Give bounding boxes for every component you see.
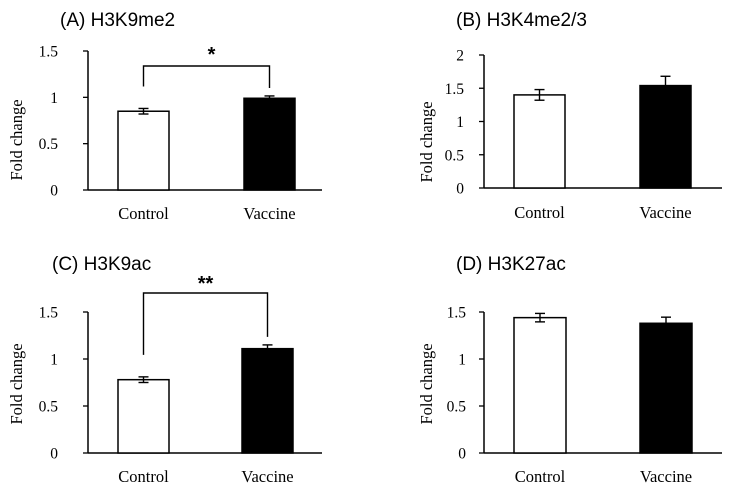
chart-3-ytick-label: 1 [458, 352, 466, 369]
chart-2-category-label: Control [118, 467, 169, 486]
chart-2-significance-bracket [142, 292, 269, 355]
chart-0-ytick-label: 1 [50, 90, 58, 107]
chart-2-ytick-label: 1 [50, 352, 58, 369]
chart-3-bar-control [513, 316, 567, 454]
chart-3-ylabel: Fold change [417, 343, 436, 424]
chart-2-ytick-label: 0 [50, 446, 58, 463]
chart-1-bar-vaccine [639, 84, 692, 189]
chart-1-bar-control [513, 94, 566, 189]
chart-0-title: (A) H3K9me2 [60, 10, 175, 31]
chart-2-title: (C) H3K9ac [52, 254, 151, 275]
chart-3-ytick-label: 0.5 [447, 399, 467, 416]
chart-2-category-label: Vaccine [241, 467, 293, 486]
chart-3-title: (D) H3K27ac [456, 254, 566, 275]
chart-0-ytick-label: 0.5 [39, 136, 59, 153]
chart-1-ytick-label: 0.5 [445, 147, 465, 164]
chart-2-ytick-label: 1.5 [39, 305, 59, 322]
chart-2-bar-vaccine [241, 347, 294, 454]
chart-2-significance-marker: ** [198, 273, 214, 295]
chart-0-ytick-label: 1.5 [39, 44, 59, 61]
chart-0-significance-marker: * [208, 44, 216, 66]
chart-3-ytick-label: 1.5 [447, 305, 467, 322]
chart-1-ytick-label: 1 [456, 114, 464, 131]
chart-0-category-label: Control [118, 204, 169, 223]
chart-2-ytick-label: 0.5 [39, 399, 59, 416]
chart-3-bar-vaccine [639, 322, 693, 454]
chart-0-significance-bracket [142, 65, 271, 88]
chart-0-bar-vaccine [243, 97, 296, 191]
chart-1-category-label: Vaccine [639, 203, 691, 222]
chart-3-category-label: Vaccine [640, 467, 692, 486]
chart-1-category-label: Control [514, 203, 565, 222]
chart-1-ylabel: Fold change [417, 101, 436, 182]
chart-1-title: (B) H3K4me2/3 [456, 10, 587, 31]
chart-0-ylabel: Fold change [7, 99, 26, 180]
chart-1-ytick-label: 2 [456, 48, 464, 65]
chart-2-bar-control [117, 378, 170, 454]
chart-3-category-label: Control [515, 467, 566, 486]
chart-1-ytick-label: 0 [456, 181, 464, 198]
chart-0-category-label: Vaccine [243, 204, 295, 223]
chart-1-ytick-label: 1.5 [445, 81, 465, 98]
chart-0-ytick-label: 0 [50, 183, 58, 200]
chart-3-ytick-label: 0 [458, 446, 466, 463]
chart-2-ylabel: Fold change [7, 343, 26, 424]
chart-0-bar-control [117, 110, 170, 191]
